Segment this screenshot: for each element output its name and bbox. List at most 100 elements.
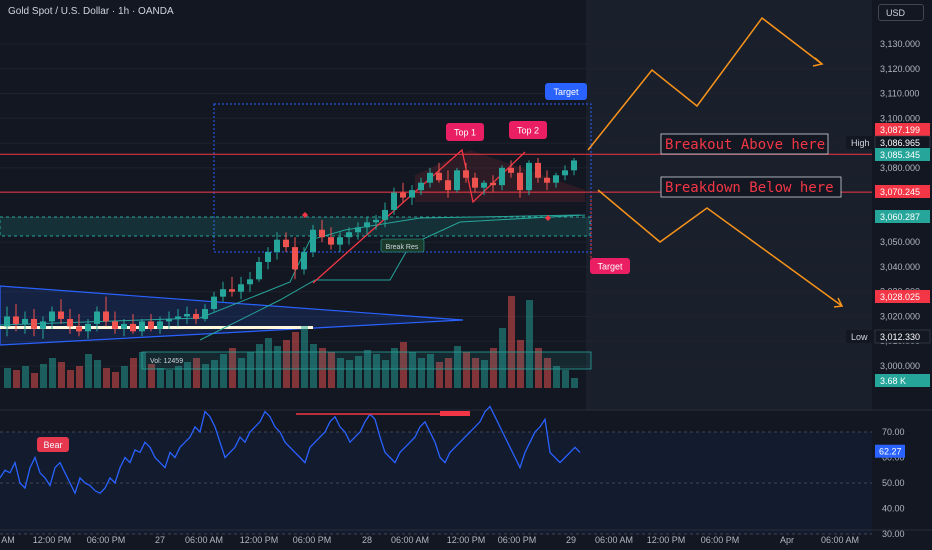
candle-body [112,321,118,329]
time-tick: 06:00 AM [821,535,859,545]
time-tick: 12:00 PM [447,535,486,545]
label-bear-bg [37,437,69,452]
candle-body [220,289,226,297]
candle-body [445,180,451,191]
lower-envelope [199,214,586,341]
price-label-bg [874,329,931,344]
volume-bar [310,344,317,388]
candle-body [472,177,478,188]
candle-body [562,170,568,176]
candle-body [4,316,10,327]
baseline-level [0,326,313,329]
volume-bar [454,346,461,388]
volume-bar [463,352,470,388]
volume-bar [265,338,272,388]
volume-bar [382,360,389,388]
candle-body [184,313,190,317]
candle-body [292,247,298,270]
bullish-arrowhead [812,57,824,67]
candle-body [499,167,505,186]
candle-body [13,316,19,324]
volume-bar [49,358,56,388]
candle-body [67,318,73,327]
rsi-tick: 30.00 [882,529,905,539]
breakout-box [660,133,829,155]
volume-bar [535,348,542,388]
candle-body [148,321,154,329]
price-label-bg [875,185,930,198]
candle-body [553,175,559,183]
volume-bar [130,358,137,388]
volume-bar [256,344,263,388]
rsi-tick: 40.00 [882,504,905,514]
candle-body [265,252,271,262]
price-tick: 3,120.000 [880,64,920,74]
price-tick: 3,100.000 [880,113,920,123]
time-tick: 28 [362,535,372,545]
volume-bar [229,348,236,388]
candle-body [121,323,127,329]
candle-body [319,229,325,238]
volume-bar [490,348,497,388]
volume-bar [148,364,155,388]
label-top1: Top 1 [454,128,476,138]
price-label: 3,085.345 [880,150,920,160]
candle-body [526,162,532,191]
time-tick: Apr [780,535,794,545]
candle-body [157,321,163,329]
time-tick: 06:00 PM [498,535,537,545]
volume-bar [220,354,227,388]
price-label: 3,086.965 [880,138,920,148]
price-label-bg [875,123,930,136]
candle-body [85,323,91,332]
support-zone [0,216,591,237]
volume-bar [400,342,407,388]
candle-body [175,316,181,319]
candle-body [103,311,109,322]
candle-body [355,227,361,233]
candle-body [31,318,37,329]
volume-bar [346,360,353,388]
candle-body [436,172,442,181]
volume-bar [4,368,11,388]
volume-bar [436,362,443,388]
candle-body [238,284,244,292]
volume-bar [112,372,119,388]
volume-bar [193,358,200,388]
volume-bar [337,358,344,388]
time-tick: 12:00 PM [33,535,72,545]
currency-selector[interactable]: USD [878,4,924,21]
candle-body [535,162,541,178]
volume-bar [409,352,416,388]
candle-body [211,296,217,310]
bearish-projection [597,189,843,307]
volume-bar [85,354,92,388]
price-tag-low: Low [851,332,868,342]
volume-bar [274,346,281,388]
candle-body [463,170,469,178]
candle-body [391,192,397,210]
label-breakout: Breakout Above here [665,137,825,153]
breakdown-box [660,176,842,198]
candle-body [310,229,316,253]
volume-bar [544,358,551,388]
candle-body [76,326,82,332]
volume-bar [418,358,425,388]
triangle-pattern [0,285,464,346]
candle-body [427,172,433,183]
volume-bar [328,352,335,388]
candle-body [139,321,145,332]
candle-body [490,182,496,186]
volume-box [141,351,592,370]
candle-body [40,321,46,329]
price-tick: 3,020.000 [880,311,920,321]
volume-bar [499,328,506,388]
marker [302,212,308,218]
label-break-res: Break Res [386,244,419,251]
price-label-bg [875,290,930,303]
volume-bar [31,373,38,388]
volume-bar [319,348,326,388]
label-target-up: Target [553,87,579,97]
volume-bar [391,348,398,388]
